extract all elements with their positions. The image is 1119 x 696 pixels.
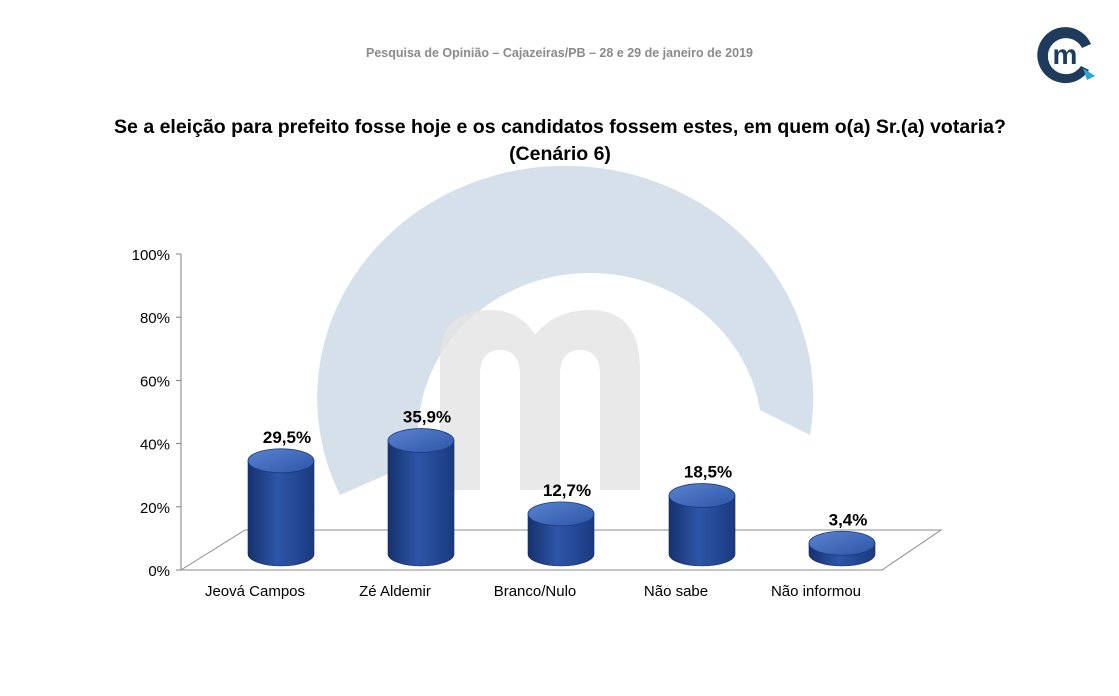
bar <box>808 530 876 567</box>
bar-body <box>387 440 455 567</box>
bar <box>668 483 736 567</box>
question-title: Se a eleição para prefeito fosse hoje e … <box>60 114 1060 168</box>
logo-ring <box>1037 27 1091 84</box>
bar-top <box>808 530 876 556</box>
chart-floor <box>179 529 943 571</box>
data-label: 35,9% <box>403 408 451 427</box>
bar-body <box>668 495 736 567</box>
x-category-label: Branco/Nulo <box>494 583 577 600</box>
question-line-2: (Cenário 6) <box>509 143 611 165</box>
brand-logo: m <box>1037 27 1095 84</box>
watermark-ring <box>317 165 814 495</box>
bar-body <box>527 513 595 567</box>
logo-letter: m <box>1053 39 1078 70</box>
data-label: 18,5% <box>684 463 732 482</box>
x-category-label: Zé Aldemir <box>359 583 431 600</box>
bar-top <box>668 483 736 508</box>
data-label: 12,7% <box>543 481 591 500</box>
y-tick-label: 20% <box>140 500 170 517</box>
bar-top <box>247 448 315 474</box>
watermark-letter-m <box>440 310 640 490</box>
y-tick-label: 60% <box>140 373 170 390</box>
bar <box>387 428 455 567</box>
labels: 29,5% Jeová Campos 35,9% Zé Aldemir 12,7% Bra… <box>205 408 867 600</box>
x-category-label: Jeová Campos <box>205 583 305 600</box>
question-line-1: Se a eleição para prefeito fosse hoje e … <box>114 116 1006 138</box>
bar-top <box>527 501 595 527</box>
y-axis: 0% 20% 40% 60% 80% 100% <box>132 247 182 580</box>
y-tick-label: 0% <box>148 563 170 580</box>
y-tick-label: 100% <box>132 247 170 264</box>
x-category-label: Não sabe <box>644 583 708 600</box>
y-tick-label: 40% <box>140 437 170 454</box>
watermark-logo <box>317 165 814 495</box>
bars <box>247 428 876 567</box>
survey-header: Pesquisa de Opinião – Cajazeiras/PB – 28… <box>366 46 753 60</box>
bar-body <box>247 460 315 567</box>
data-label: 29,5% <box>263 428 311 447</box>
bar <box>527 501 595 567</box>
bar-top <box>387 428 455 453</box>
floor-plane <box>179 529 943 571</box>
data-label: 3,4% <box>829 510 868 529</box>
y-tick-label: 80% <box>140 310 170 327</box>
logo-accent <box>1083 68 1095 80</box>
bar <box>247 448 315 567</box>
x-category-label: Não informou <box>771 583 861 600</box>
